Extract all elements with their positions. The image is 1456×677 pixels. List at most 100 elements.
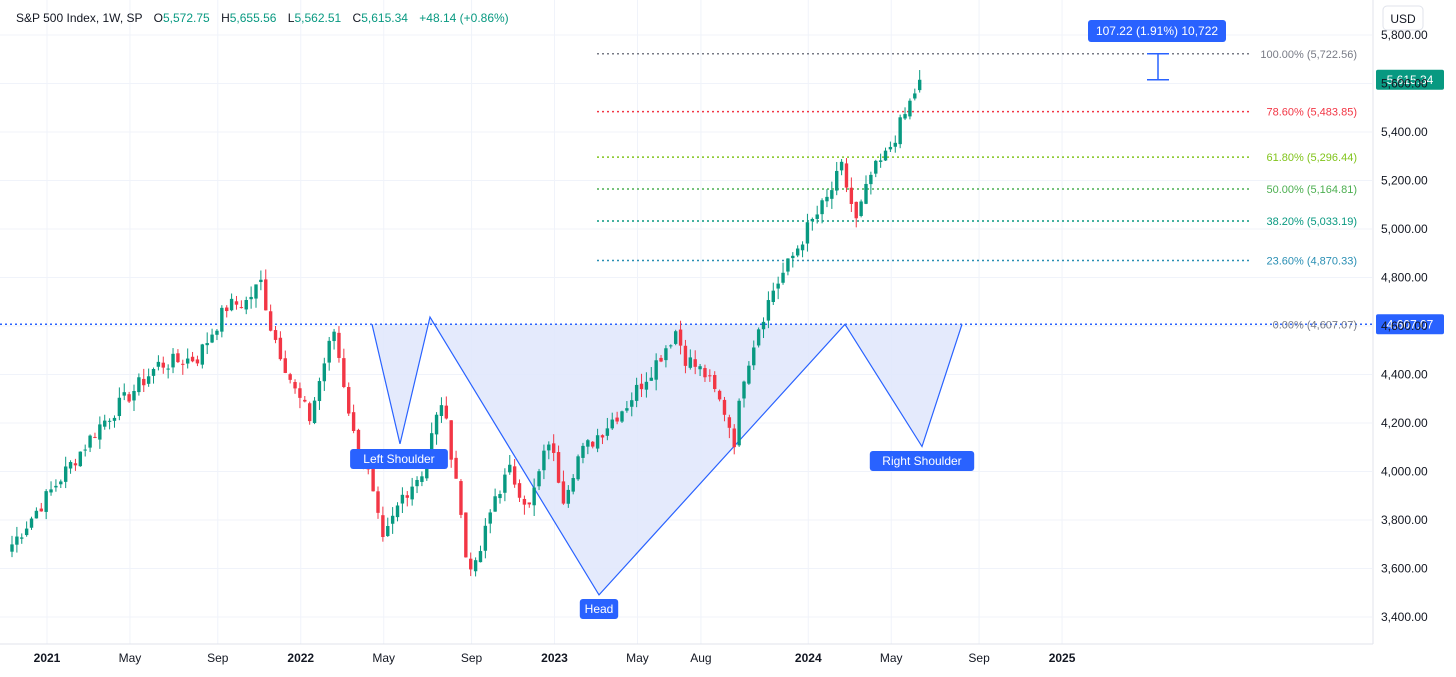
candle-body bbox=[54, 485, 58, 488]
candle-body bbox=[278, 337, 283, 360]
candle-body bbox=[103, 420, 107, 427]
candle-body bbox=[24, 528, 29, 536]
candle-body bbox=[444, 405, 449, 419]
candle-body bbox=[454, 457, 458, 479]
candle-body bbox=[595, 435, 600, 449]
currency-button[interactable]: USD bbox=[1382, 5, 1424, 31]
candle-body bbox=[795, 248, 800, 256]
currency-button-label[interactable]: USD bbox=[1390, 12, 1416, 26]
candle-body bbox=[664, 348, 668, 361]
y-tick-label: 5,200.00 bbox=[1381, 174, 1428, 188]
candle-body bbox=[44, 491, 48, 512]
candle-body bbox=[693, 359, 697, 367]
candle-body bbox=[464, 512, 468, 558]
candle-body bbox=[815, 214, 819, 219]
candle-body bbox=[132, 391, 136, 401]
candle-body bbox=[493, 496, 497, 512]
candle-body bbox=[20, 537, 24, 539]
y-tick-label: 3,600.00 bbox=[1381, 562, 1428, 576]
y-tick-label: 5,600.00 bbox=[1381, 77, 1428, 91]
candle-body bbox=[810, 218, 815, 222]
candle-body bbox=[83, 449, 87, 451]
x-tick-label: Aug bbox=[690, 651, 711, 665]
candle-body bbox=[908, 100, 912, 117]
candle-body bbox=[786, 258, 790, 272]
candle-body bbox=[620, 411, 624, 422]
candle-body bbox=[859, 201, 863, 216]
last-price-label: 5,615.34 bbox=[1387, 73, 1434, 87]
candle-body bbox=[673, 331, 678, 344]
candle-body bbox=[88, 435, 92, 448]
measure-callout-bg bbox=[1088, 20, 1226, 42]
fib-retracement: 100.00% (5,722.56) 78.60% (5,483.85) 61.80… bbox=[0, 49, 1372, 331]
candle-body bbox=[830, 190, 834, 199]
head-label: Head bbox=[585, 602, 614, 616]
candle-body bbox=[600, 435, 605, 438]
candle-body bbox=[244, 300, 248, 310]
candle-body bbox=[117, 397, 122, 417]
candle-body bbox=[249, 296, 253, 300]
y-tick-label: 4,800.00 bbox=[1381, 271, 1428, 285]
candle-body bbox=[630, 400, 634, 407]
candle-body bbox=[659, 357, 663, 362]
candle-body bbox=[776, 283, 780, 289]
last-price-badge bbox=[1376, 69, 1444, 90]
candle-body bbox=[142, 378, 146, 386]
candle-body bbox=[537, 471, 541, 487]
candle-body bbox=[342, 358, 346, 387]
candle-body bbox=[112, 417, 117, 421]
candle-body bbox=[742, 381, 746, 399]
candle-body bbox=[73, 463, 78, 466]
y-tick-label: 5,400.00 bbox=[1381, 125, 1428, 139]
candle-body bbox=[542, 450, 546, 471]
candle-body bbox=[351, 412, 356, 431]
candle-body bbox=[303, 399, 307, 402]
candle-body bbox=[708, 375, 712, 377]
candle-body bbox=[737, 400, 741, 446]
candle-body bbox=[561, 481, 566, 504]
currency-button-bg[interactable] bbox=[1382, 5, 1424, 31]
candle-body bbox=[644, 381, 649, 390]
candle-body bbox=[566, 489, 571, 504]
candle-body bbox=[713, 375, 717, 390]
candle-body bbox=[903, 114, 907, 119]
candle-body bbox=[254, 284, 258, 299]
left-shoulder-label-bg bbox=[350, 449, 448, 469]
candle-body bbox=[429, 433, 434, 459]
y-tick-label: 4,400.00 bbox=[1381, 368, 1428, 382]
candle-body bbox=[68, 462, 73, 469]
x-tick-label: Sep bbox=[207, 651, 229, 665]
candle-body bbox=[78, 451, 83, 467]
candle-body bbox=[532, 487, 536, 506]
candle-body bbox=[883, 150, 888, 161]
candle-body bbox=[98, 424, 102, 440]
y-tick-label: 5,800.00 bbox=[1381, 28, 1428, 42]
candle-body bbox=[698, 366, 702, 370]
x-tick-label: Sep bbox=[461, 651, 483, 665]
fib-level-label: 50.00% (5,164.81) bbox=[1266, 184, 1357, 196]
candle-body bbox=[756, 329, 761, 346]
candle-body bbox=[10, 544, 14, 552]
candle-body bbox=[527, 502, 531, 505]
annotations: Left Shoulder Head Right Shoulder 107.22 (1… bbox=[350, 20, 1444, 619]
header-high-label: H bbox=[221, 11, 230, 25]
head-and-shoulders-pattern bbox=[371, 315, 963, 596]
candle-body bbox=[449, 420, 453, 460]
candle-body bbox=[766, 300, 771, 321]
candle-body bbox=[59, 481, 63, 485]
candle-body bbox=[239, 307, 244, 309]
candle-body bbox=[137, 377, 141, 393]
candle-body bbox=[512, 466, 517, 485]
candlesticks bbox=[10, 70, 922, 577]
candle-body bbox=[317, 381, 322, 402]
candle-body bbox=[337, 332, 341, 358]
candle-body bbox=[874, 160, 878, 174]
candle-body bbox=[625, 408, 629, 411]
candle-body bbox=[669, 345, 673, 347]
candle-body bbox=[615, 417, 619, 422]
candle-body bbox=[288, 374, 292, 380]
candle-body bbox=[898, 117, 902, 145]
fib-level-label: 100.00% (5,722.56) bbox=[1260, 49, 1357, 61]
